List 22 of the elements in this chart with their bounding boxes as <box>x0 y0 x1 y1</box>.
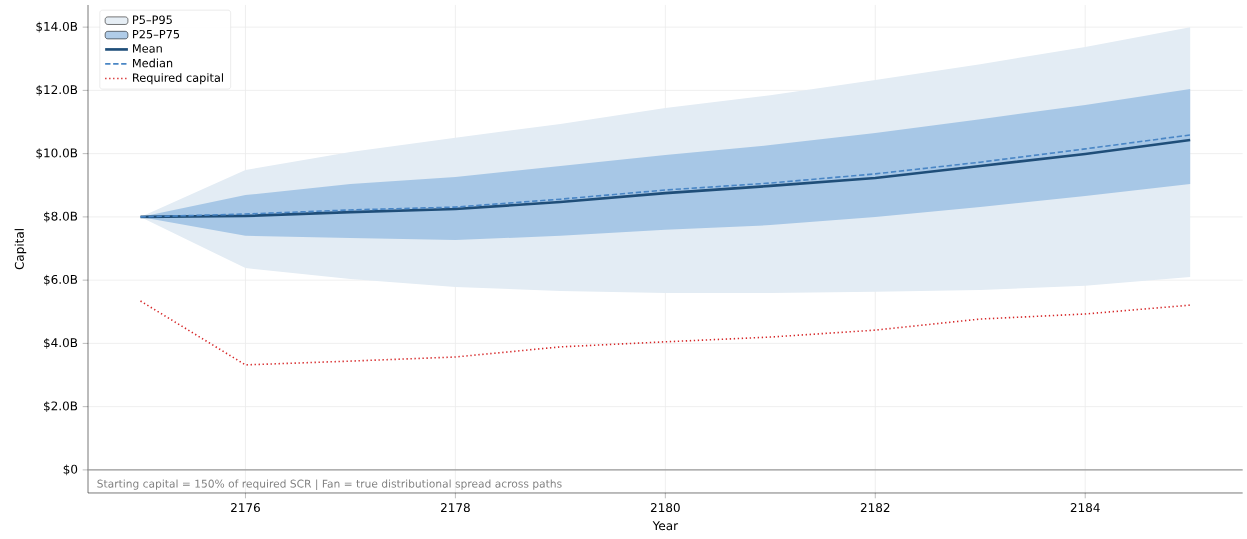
y-axis-title: Capital <box>14 229 27 270</box>
x-axis-title: Year <box>652 521 679 531</box>
legend-label: P5–P95 <box>133 15 172 25</box>
y-tick-label: $2.0B <box>44 401 78 413</box>
y-tick-label: $8.0B <box>44 211 78 223</box>
x-tick-label: 2180 <box>650 503 680 513</box>
legend-label: Mean <box>133 44 162 53</box>
x-tick-label: 2176 <box>231 503 260 513</box>
y-tick-label: $12.0B <box>36 84 78 96</box>
x-tick-label: 2184 <box>1070 503 1100 513</box>
y-tick-label: $6.0B <box>44 274 78 286</box>
annotation: Starting capital = 150% of required SCR | Fan = true distributional spread across paths <box>97 479 562 491</box>
legend-label: Median <box>133 58 173 68</box>
y-tick-label: $14.0B <box>36 21 78 33</box>
x-tick-label: 2182 <box>860 503 890 513</box>
y-tick-label: $0 <box>63 464 78 476</box>
line-series <box>139 300 1191 366</box>
y-tick-label: $4.0B <box>44 337 78 349</box>
y-tick-label: $10.0B <box>36 148 78 160</box>
legend-label: Required capital <box>133 73 223 85</box>
legend-label: P25–P75 <box>133 29 180 39</box>
x-tick-label: 2178 <box>441 503 470 513</box>
